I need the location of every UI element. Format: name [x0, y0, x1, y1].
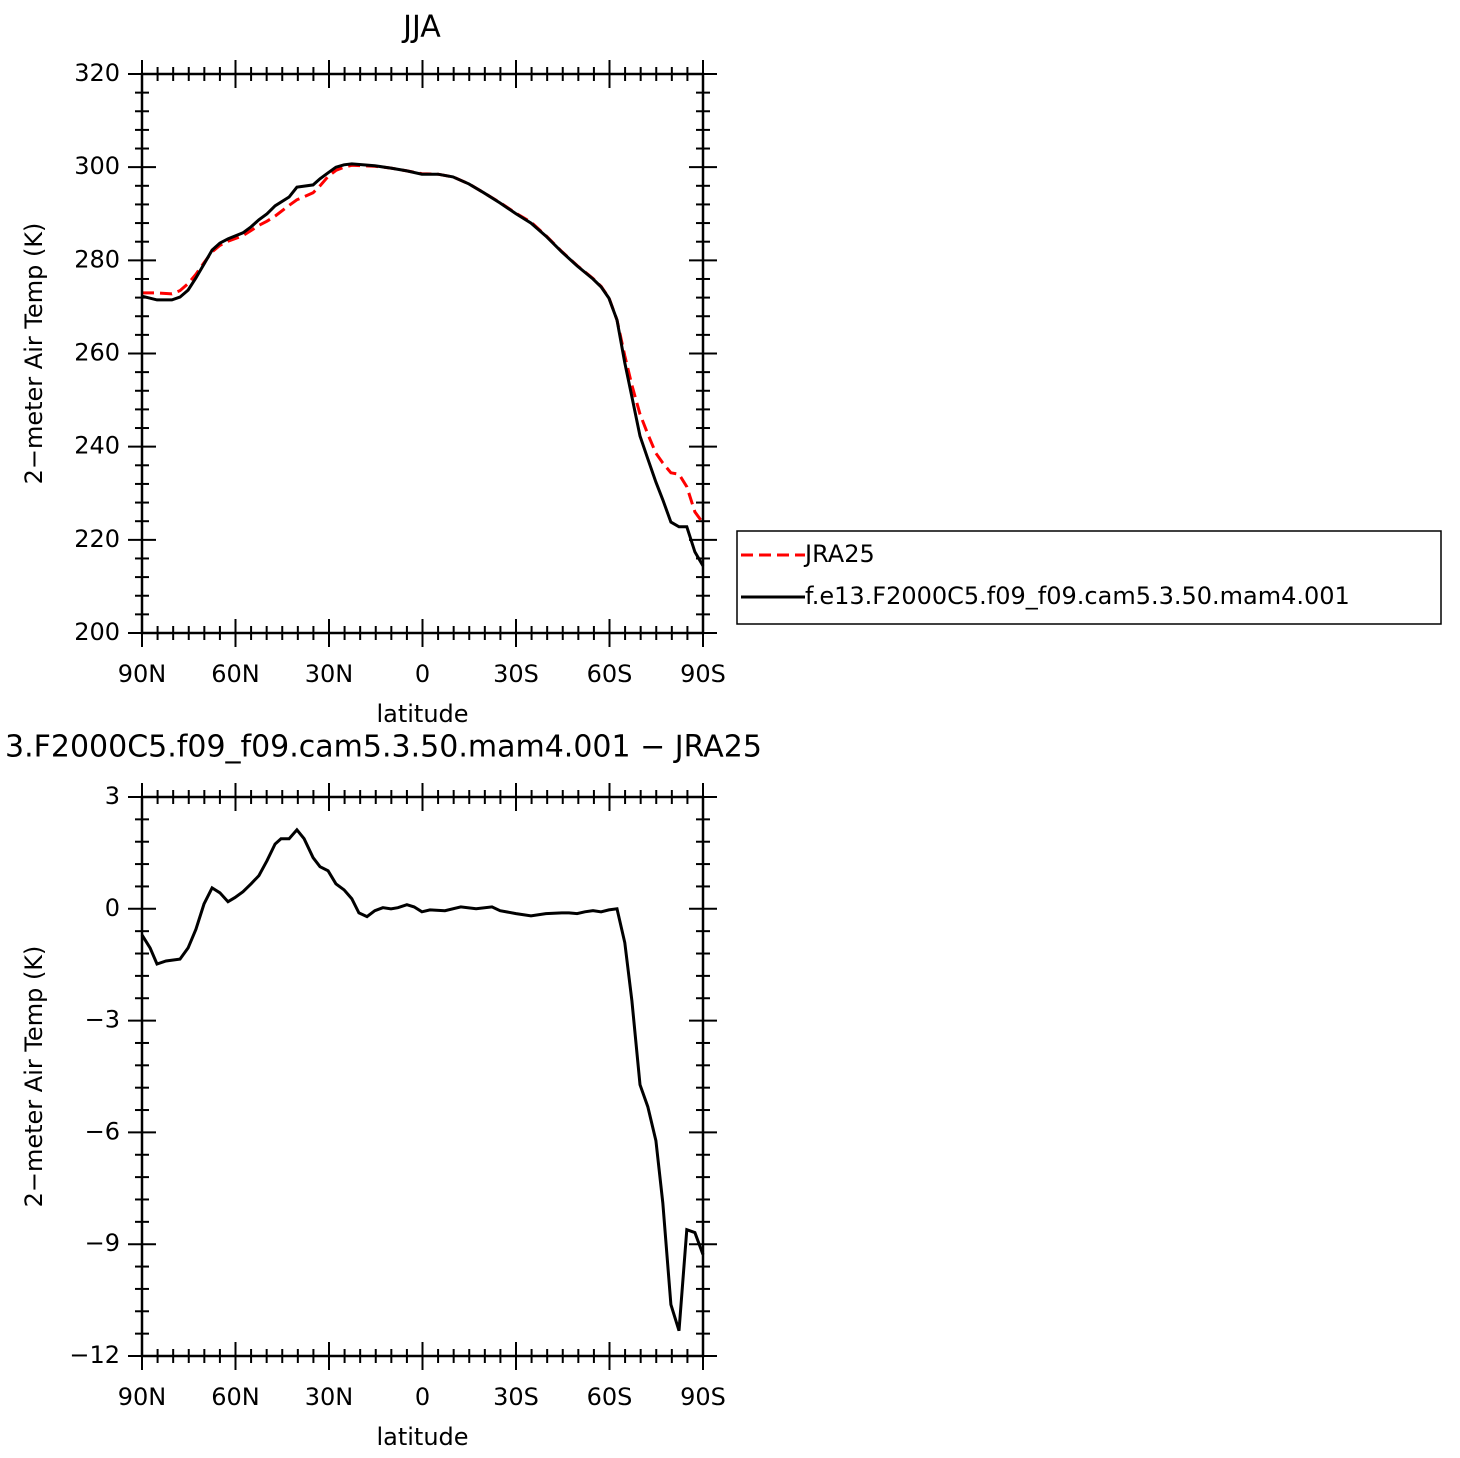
- data-line: [140, 827, 705, 1332]
- chart-title: 3.F2000C5.f09_f09.cam5.3.50.mam4.001 − J…: [5, 730, 762, 765]
- y-tick-label: −6: [85, 1117, 120, 1145]
- y-tick-label: 3: [105, 782, 120, 810]
- x-tick-label: 60S: [587, 1383, 633, 1411]
- data-line: [141, 162, 705, 567]
- legend-label: f.e13.F2000C5.f09_f09.cam5.3.50.mam4.001: [805, 582, 1350, 610]
- x-tick-label: 60N: [211, 1383, 260, 1411]
- x-tick-label: 90S: [680, 660, 726, 688]
- y-tick-label: −9: [85, 1229, 120, 1257]
- chart-title: JJA: [401, 10, 441, 45]
- y-tick-label: 300: [74, 152, 120, 180]
- y-tick-label: 200: [74, 618, 120, 646]
- x-axis-label: latitude: [376, 700, 468, 728]
- y-axis-label: 2−meter Air Temp (K): [20, 946, 48, 1208]
- y-tick-label: 320: [74, 59, 120, 87]
- y-tick-label: −3: [85, 1006, 120, 1034]
- y-tick-label: 240: [74, 432, 120, 460]
- x-tick-label: 30N: [305, 1383, 354, 1411]
- x-tick-label: 0: [415, 1383, 430, 1411]
- x-tick-label: 30S: [493, 660, 539, 688]
- x-tick-label: 30S: [493, 1383, 539, 1411]
- y-tick-label: 280: [74, 245, 120, 273]
- y-tick-label: 0: [105, 894, 120, 922]
- plot-frame: [140, 795, 705, 1358]
- x-tick-label: 90N: [118, 660, 167, 688]
- x-tick-label: 0: [415, 660, 430, 688]
- legend-box: [736, 530, 1442, 625]
- legend-label: JRA25: [803, 540, 875, 568]
- x-axis-label: latitude: [376, 1423, 468, 1451]
- y-tick-label: −12: [69, 1341, 120, 1369]
- x-tick-label: 30N: [305, 660, 354, 688]
- plot-frame: [140, 72, 705, 635]
- y-tick-label: 220: [74, 525, 120, 553]
- x-tick-label: 90S: [680, 1383, 726, 1411]
- y-tick-label: 260: [74, 339, 120, 367]
- y-axis-label: 2−meter Air Temp (K): [20, 223, 48, 485]
- x-tick-label: 90N: [118, 1383, 167, 1411]
- x-tick-label: 60N: [211, 660, 260, 688]
- data-line: [142, 163, 705, 524]
- x-tick-label: 60S: [587, 660, 633, 688]
